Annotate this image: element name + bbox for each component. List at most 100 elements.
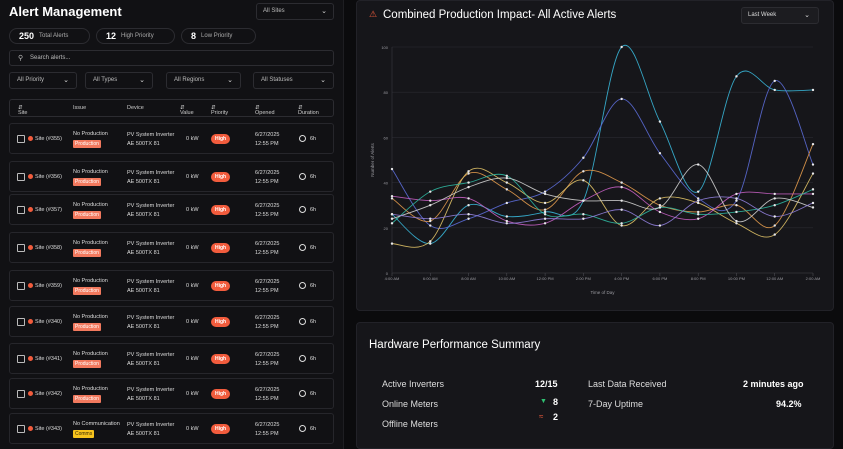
row-checkbox[interactable] (17, 318, 25, 326)
data-point (811, 188, 815, 191)
x-tick-label: 8:00 AM (461, 276, 476, 281)
data-point (658, 152, 662, 155)
warning-icon: ⚠ (369, 9, 378, 19)
data-point (696, 213, 700, 216)
row-duration: 6h (310, 426, 317, 432)
priority-filter[interactable]: All Priority ⌄ (9, 72, 77, 89)
total-alerts-pill[interactable]: 250 Total Alerts (9, 28, 90, 44)
status-dot-icon (28, 426, 33, 431)
row-site[interactable]: Site (#357) (35, 207, 62, 213)
table-row[interactable]: Site (#359) No Production Production PV Sys… (9, 270, 334, 301)
row-checkbox[interactable] (17, 355, 25, 363)
x-tick-label: 4:00 PM (614, 276, 629, 281)
site-filter-select[interactable]: All Sites ⌄ (256, 3, 334, 20)
data-point (429, 217, 432, 220)
table-row[interactable]: Site (#341) No Production Production PV Sys… (9, 343, 334, 374)
row-device-model: AE 500TX 81 (127, 288, 160, 294)
offline-signal-icon: ≈ (539, 412, 544, 421)
row-device-model: AE 500TX 81 (127, 324, 160, 330)
data-point (773, 79, 776, 83)
high-priority-pill[interactable]: 12 High Priority (96, 28, 175, 44)
data-point (467, 185, 470, 189)
chevron-down-icon: ⌄ (320, 77, 326, 84)
row-issue: No Production (73, 169, 108, 175)
last-data-value: 2 minutes ago (743, 379, 804, 389)
table-row[interactable]: Site (#358) No Production Production PV Sys… (9, 232, 334, 263)
chevron-down-icon: ⌄ (139, 77, 145, 84)
row-opened-time: 12:55 PM (255, 250, 279, 256)
data-point (582, 170, 585, 173)
issue-tag: Comms (73, 430, 95, 438)
status-dot-icon (28, 319, 33, 324)
row-opened-time: 12:55 PM (255, 431, 279, 437)
low-priority-pill[interactable]: 8 Low Priority (181, 28, 256, 44)
region-filter[interactable]: All Regions ⌄ (166, 72, 241, 89)
data-point (658, 204, 662, 207)
row-site[interactable]: Site (#356) (35, 174, 62, 180)
row-device: PV System Inverter (127, 352, 175, 358)
time-range-select[interactable]: Last Week ⌄ (741, 7, 819, 24)
data-point (696, 197, 700, 200)
row-site[interactable]: Site (#358) (35, 245, 62, 251)
row-device-model: AE 500TX 81 (127, 141, 160, 147)
row-opened-date: 6/27/2025 (255, 132, 280, 138)
row-site[interactable]: Site (#342) (35, 391, 62, 397)
row-checkbox[interactable] (17, 244, 25, 252)
row-site[interactable]: Site (#343) (35, 426, 62, 432)
column-issue[interactable]: Issue (73, 105, 87, 111)
row-checkbox[interactable] (17, 425, 25, 433)
stat-label: High Priority (121, 33, 154, 39)
column-value[interactable]: Value ⇵ (180, 105, 194, 116)
line-chart: 0 20 40 60 80 100 4:00 AM 6:00 AM 8:00 AM 10:00 A… (370, 44, 820, 295)
row-site[interactable]: Site (#341) (35, 356, 62, 362)
issue-tag: Production (73, 178, 101, 186)
online-signal-icon: ▼ (540, 398, 547, 405)
row-value: 0 kW (186, 245, 199, 251)
column-device[interactable]: Device (127, 105, 144, 111)
search-input[interactable]: ⚲ Search alerts... (9, 50, 334, 66)
data-point (773, 233, 776, 236)
table-row[interactable]: Site (#355) No Production Production PV Sys… (9, 123, 334, 154)
status-filter[interactable]: All Statuses ⌄ (253, 72, 334, 89)
table-row[interactable]: Site (#356) No Production Production PV Sys… (9, 161, 334, 192)
status-dot-icon (28, 356, 33, 361)
row-checkbox[interactable] (17, 282, 25, 290)
y-tick-label: 40 (384, 181, 389, 186)
type-filter[interactable]: All Types ⌄ (85, 72, 153, 89)
series-line (391, 186, 813, 226)
table-row[interactable]: Site (#343) No Communication Comms PV Syste… (9, 413, 334, 444)
row-site[interactable]: Site (#340) (35, 319, 62, 325)
data-point (467, 217, 470, 220)
column-duration[interactable]: Duration ⇵ (298, 105, 319, 116)
row-opened-time: 12:55 PM (255, 212, 279, 218)
row-site[interactable]: Site (#359) (35, 283, 62, 289)
table-row[interactable]: Site (#340) No Production Production PV Sys… (9, 306, 334, 337)
table-row[interactable]: Site (#357) No Production Production PV Sys… (9, 194, 334, 225)
row-checkbox[interactable] (17, 173, 25, 181)
data-point (543, 217, 547, 220)
row-checkbox[interactable] (17, 135, 25, 143)
data-point (429, 204, 432, 207)
x-tick-label: 4:00 AM (385, 276, 400, 281)
row-site[interactable]: Site (#355) (35, 136, 62, 142)
row-opened-time: 12:55 PM (255, 288, 279, 294)
data-point (543, 192, 547, 196)
chevron-down-icon: ⌄ (321, 8, 327, 15)
table-row[interactable]: Site (#342) No Production Production PV Sys… (9, 378, 334, 409)
row-checkbox[interactable] (17, 206, 25, 214)
data-point (696, 190, 700, 193)
row-checkbox[interactable] (17, 390, 25, 398)
column-priority[interactable]: Priority ⇵ (211, 105, 229, 116)
status-dot-icon (28, 207, 33, 212)
x-tick-label: 8:00 PM (691, 276, 706, 281)
row-device: PV System Inverter (127, 241, 175, 247)
column-opened[interactable]: Opened ⇵ (255, 105, 275, 116)
column-site[interactable]: Site ⇵ (18, 105, 28, 116)
status-dot-icon (28, 174, 33, 179)
row-device: PV System Inverter (127, 170, 175, 176)
data-point (543, 190, 547, 193)
active-inverters-label: Active Inverters (382, 379, 445, 389)
x-tick-label: 2:00 PM (576, 276, 591, 281)
alert-management-panel: Alert Management All Sites ⌄ 250 Total A… (0, 0, 344, 449)
y-tick-label: 100 (381, 45, 388, 50)
